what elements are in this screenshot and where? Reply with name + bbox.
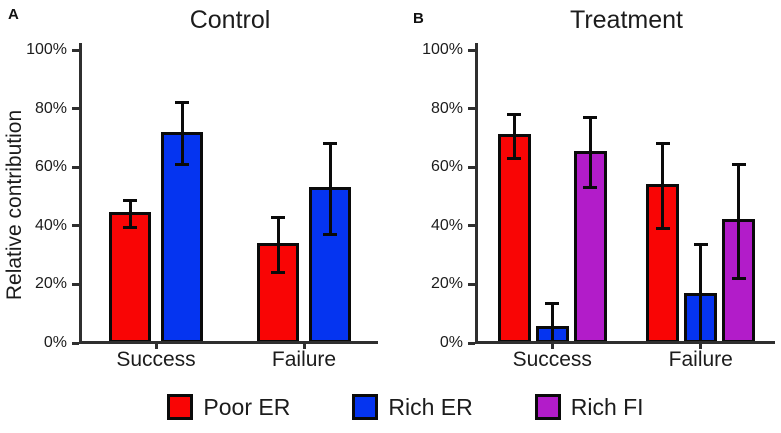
bar-poor-er-success (109, 212, 151, 343)
error-bar-line (180, 101, 184, 166)
legend-label-rich-er: Rich ER (388, 393, 473, 420)
error-bar-line (588, 115, 592, 190)
x-category-label: Success (116, 348, 196, 371)
panel-b-title: Treatment (569, 6, 683, 34)
y-tick-label: 0% (43, 334, 67, 351)
legend-item-poor-er: Poor ER (167, 394, 290, 421)
legend-item-rich-er: Rich ER (352, 393, 473, 421)
x-tick-mark (302, 343, 306, 349)
y-tick-mark (72, 341, 79, 345)
error-bar-line (737, 162, 741, 281)
error-bar-cap-top (655, 142, 670, 146)
bar-rich-er-success (161, 131, 203, 343)
y-tick-label: 0% (439, 334, 463, 351)
error-bar-rich-fi-failure (731, 162, 746, 281)
error-bar-cap-bottom (175, 162, 189, 166)
y-tick-mark (468, 48, 475, 52)
error-bar-cap-top (175, 101, 189, 105)
x-category-label: Success (512, 348, 592, 371)
error-bar-poor-er-failure (655, 142, 670, 231)
y-tick-label: 20% (34, 275, 67, 293)
y-tick-label: 60% (34, 158, 67, 176)
y-tick-label: 40% (34, 216, 67, 234)
error-bar-poor-er-failure (271, 215, 285, 275)
y-tick-mark (72, 48, 79, 52)
x-tick-mark (154, 343, 158, 349)
panel-a-x-axis (79, 341, 378, 344)
error-bar-cap-top (693, 243, 708, 247)
panel-b-x-axis (475, 341, 775, 344)
legend-item-rich-fi: Rich FI (534, 393, 644, 421)
error-bar-cap-bottom (507, 156, 522, 160)
legend-label-poor-er: Poor ER (203, 393, 291, 420)
error-bar-cap-top (731, 162, 746, 166)
x-category-label: Failure (668, 348, 733, 371)
error-bar-line (276, 215, 280, 275)
y-tick-label: 100% (26, 41, 67, 58)
error-bar-rich-er-failure (323, 142, 337, 237)
error-bar-cap-bottom (583, 186, 598, 190)
y-tick-mark (468, 224, 475, 228)
legend-swatch-rich-fi (534, 394, 561, 420)
error-bar-cap-top (545, 301, 560, 305)
error-bar-cap-bottom (323, 233, 337, 237)
x-category-label: Failure (271, 348, 337, 371)
panel-b-plot-area (478, 43, 775, 343)
error-bar-poor-er-success (507, 113, 522, 160)
error-bar-rich-er-failure (693, 243, 708, 343)
error-bar-line (128, 199, 132, 229)
bar-rich-fi-success (573, 150, 607, 343)
y-tick-label: 80% (430, 99, 463, 117)
y-tick-mark (72, 282, 79, 286)
error-bar-line (550, 301, 554, 343)
legend-swatch-rich-er (352, 394, 379, 420)
y-tick-label: 20% (430, 275, 463, 293)
legend: Poor ER Rich ER Rich FI (30, 386, 781, 428)
legend-label-rich-fi: Rich FI (570, 393, 644, 420)
y-tick-mark (468, 341, 475, 345)
error-bar-cap-bottom (731, 277, 746, 281)
y-tick-mark (72, 165, 79, 169)
panel-a-plot-area (82, 43, 378, 343)
y-tick-label: 40% (430, 216, 463, 234)
error-bar-cap-bottom (655, 227, 670, 231)
error-bar-line (512, 113, 516, 160)
y-tick-mark (72, 224, 79, 228)
bar-poor-er-success (497, 134, 531, 343)
panel-b-label: B (413, 10, 424, 27)
error-bar-rich-fi-success (583, 115, 598, 190)
y-tick-mark (468, 165, 475, 169)
y-tick-mark (72, 107, 79, 111)
y-tick-label: 80% (34, 99, 67, 117)
error-bar-cap-bottom (271, 271, 285, 275)
panel-a-y-axis (79, 43, 82, 343)
y-tick-mark (468, 282, 475, 286)
y-tick-label: 60% (430, 158, 463, 176)
error-bar-cap-top (271, 215, 285, 219)
error-bar-cap-top (507, 113, 522, 116)
error-bar-cap-top (323, 142, 337, 146)
x-tick-mark (699, 343, 703, 349)
error-bar-cap-top (583, 115, 598, 119)
error-bar-rich-er-success (545, 301, 560, 343)
panel-a-label: A (8, 6, 19, 23)
y-tick-label: 100% (422, 41, 463, 58)
error-bar-line (328, 142, 332, 237)
error-bar-poor-er-success (123, 199, 137, 229)
error-bar-cap-top (123, 199, 137, 203)
error-bar-rich-er-success (175, 101, 189, 166)
y-tick-mark (468, 107, 475, 111)
panel-a-title: Control (189, 6, 271, 34)
error-bar-line (661, 142, 665, 231)
panel-b-y-axis (475, 43, 478, 343)
x-tick-mark (550, 343, 554, 349)
error-bar-line (699, 243, 703, 343)
error-bar-cap-bottom (123, 225, 137, 229)
legend-swatch-poor-er (167, 394, 194, 420)
